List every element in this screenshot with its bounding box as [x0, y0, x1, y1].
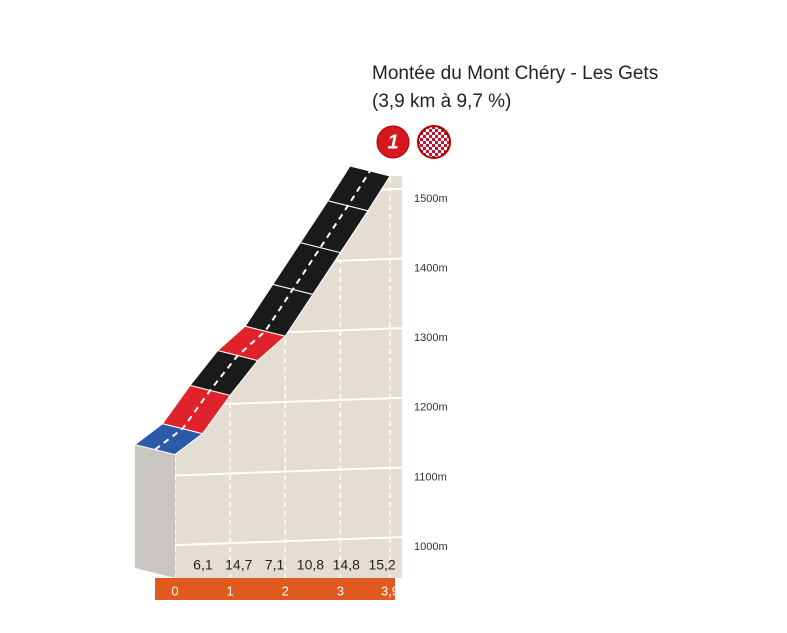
- distance-bar: [155, 578, 395, 600]
- gradient-label: 10,8: [297, 557, 324, 573]
- x-tick-label: 2: [282, 583, 289, 598]
- gradient-label: 14,7: [225, 557, 252, 573]
- y-tick-label: 1100m: [414, 471, 447, 483]
- profile-side: [135, 445, 175, 578]
- y-tick-label: 1500m: [414, 193, 448, 205]
- gradient-label: 6,1: [193, 557, 213, 573]
- gradient-label: 14,8: [333, 557, 360, 573]
- y-tick-label: 1000m: [414, 541, 448, 553]
- x-tick-label: 0: [171, 583, 178, 598]
- x-tick-label: 3: [337, 583, 344, 598]
- y-tick-label: 1400m: [414, 262, 448, 274]
- chart: Montée du Mont Chéry - Les Gets (3,9 km …: [0, 0, 787, 633]
- category-badge-label: 1: [387, 131, 398, 153]
- chart-title: Montée du Mont Chéry - Les Gets: [372, 63, 658, 84]
- finish-badge: [418, 126, 450, 158]
- y-tick-label: 1300m: [414, 332, 448, 344]
- y-tick-label: 1200m: [414, 402, 448, 414]
- chart-subtitle: (3,9 km à 9,7 %): [372, 91, 511, 112]
- x-tick-label: 3,9: [381, 583, 399, 598]
- gradient-label: 15,2: [368, 557, 395, 573]
- gradient-label: 7,1: [265, 557, 285, 573]
- x-tick-label: 1: [227, 583, 234, 598]
